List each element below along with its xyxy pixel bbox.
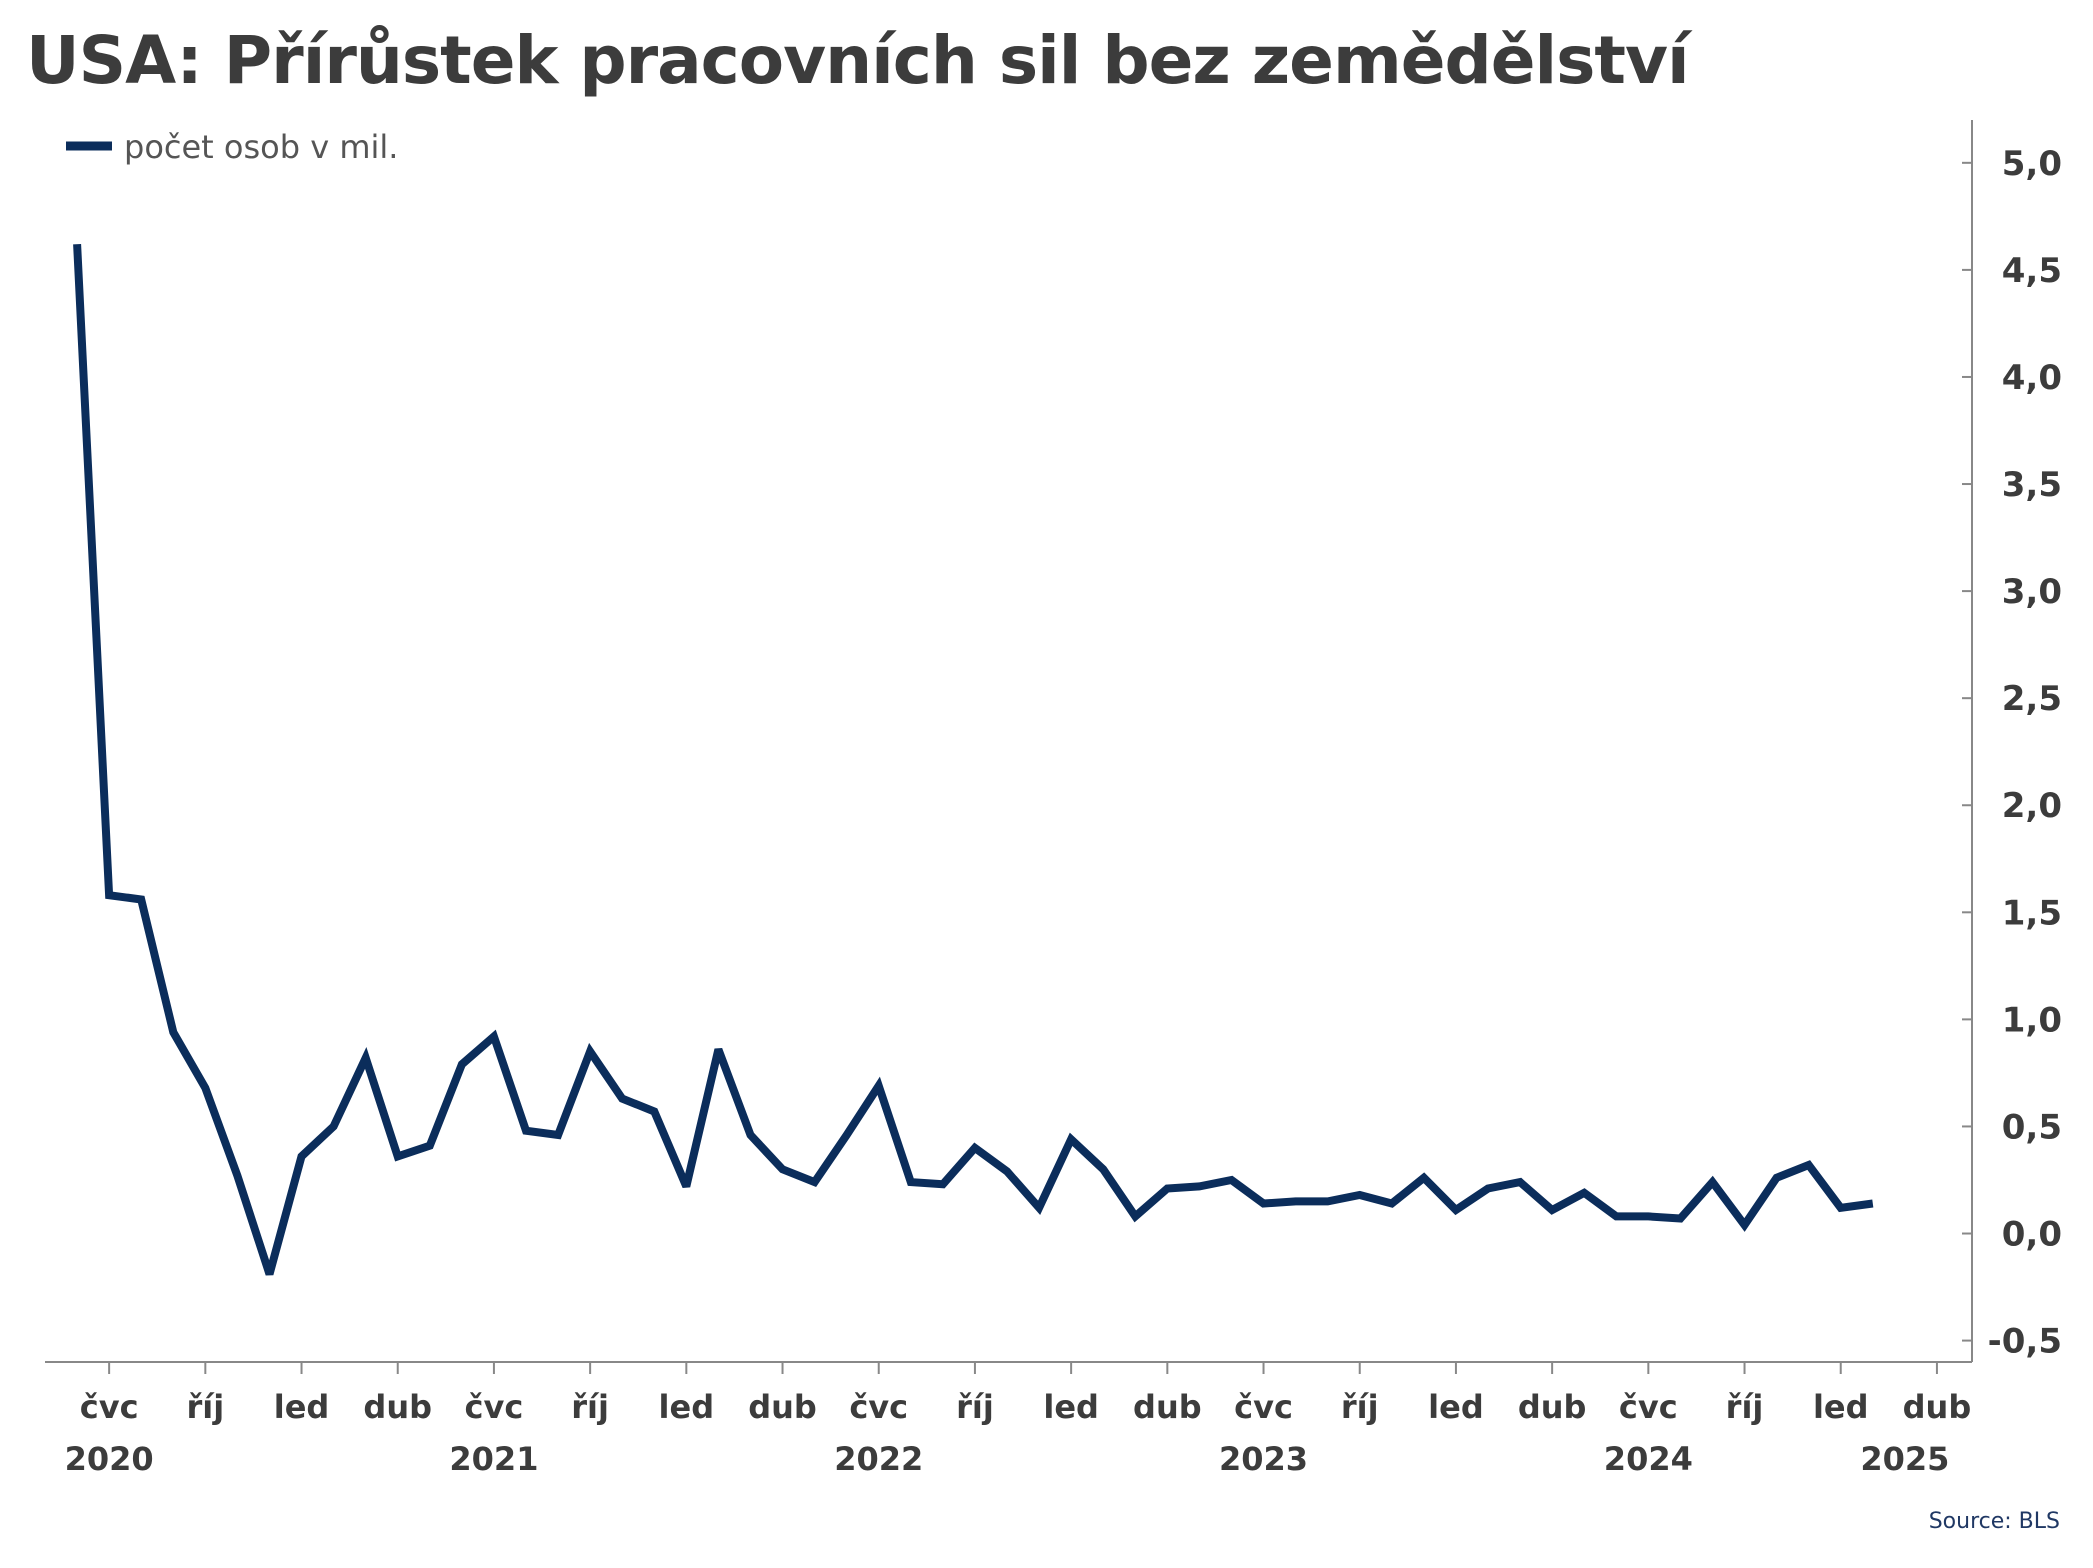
x-axis-ticks: čvc říj led dub čvc říj led dub čvc říj led dub čvc ř… — [65, 1362, 1972, 1478]
x-tick-label: říj — [1726, 1388, 1764, 1426]
x-tick-label: říj — [186, 1388, 224, 1426]
x-tick-label: dub — [363, 1388, 432, 1426]
x-tick-label: led — [1043, 1388, 1099, 1426]
axes — [45, 120, 1973, 1363]
y-tick-label: 0,5 — [2002, 1107, 2062, 1147]
x-year-label: 2025 — [1860, 1440, 1949, 1478]
y-tick-label: 3,0 — [2002, 572, 2062, 612]
source-note: Source: BLS — [1929, 1509, 2060, 1534]
x-tick-label: dub — [1903, 1388, 1972, 1426]
legend: počet osob v mil. — [66, 128, 398, 166]
series-layer — [73, 244, 1874, 1276]
x-tick-label: dub — [1518, 1388, 1587, 1426]
x-tick-label: led — [274, 1388, 330, 1426]
x-tick-label: led — [1428, 1388, 1484, 1426]
x-year-label: 2024 — [1604, 1440, 1693, 1478]
x-tick-label: říj — [956, 1388, 994, 1426]
y-tick-label: 3,5 — [2002, 465, 2062, 505]
y-tick-label: 2,0 — [2002, 786, 2062, 826]
y-tick-label: 4,0 — [2002, 358, 2062, 398]
x-tick-label: dub — [748, 1388, 817, 1426]
x-tick-label: led — [1813, 1388, 1869, 1426]
x-tick-label: čvc — [465, 1388, 524, 1426]
x-year-label: 2023 — [1219, 1440, 1308, 1478]
y-axis-ticks: -0,5 0,0 0,5 1,0 1,5 2,0 2,5 3,0 3,5 4,0 4,5 5,0 — [1962, 144, 2062, 1362]
y-tick-label: 1,0 — [2002, 1000, 2062, 1040]
x-tick-label: čvc — [1619, 1388, 1678, 1426]
x-tick-label: říj — [571, 1388, 609, 1426]
x-tick-label: čvc — [1234, 1388, 1293, 1426]
x-year-label: 2021 — [449, 1440, 538, 1478]
y-tick-label: 1,5 — [2002, 893, 2062, 933]
x-tick-label: čvc — [849, 1388, 908, 1426]
x-year-label: 2022 — [834, 1440, 923, 1478]
x-tick-label: led — [659, 1388, 715, 1426]
x-tick-label: čvc — [80, 1388, 139, 1426]
chart-title: USA: Přírůstek pracovních sil bez zemědě… — [26, 22, 1690, 99]
legend-label: počet osob v mil. — [124, 128, 398, 166]
y-tick-label: 0,0 — [2002, 1215, 2062, 1255]
x-tick-label: říj — [1341, 1388, 1379, 1426]
x-year-label: 2020 — [65, 1440, 154, 1478]
y-tick-label: 4,5 — [2002, 251, 2062, 291]
series-line — [73, 244, 1874, 1276]
x-tick-label: dub — [1133, 1388, 1202, 1426]
y-tick-label: 2,5 — [2002, 679, 2062, 719]
y-tick-label: 5,0 — [2002, 144, 2062, 184]
y-tick-label: -0,5 — [1988, 1322, 2062, 1362]
